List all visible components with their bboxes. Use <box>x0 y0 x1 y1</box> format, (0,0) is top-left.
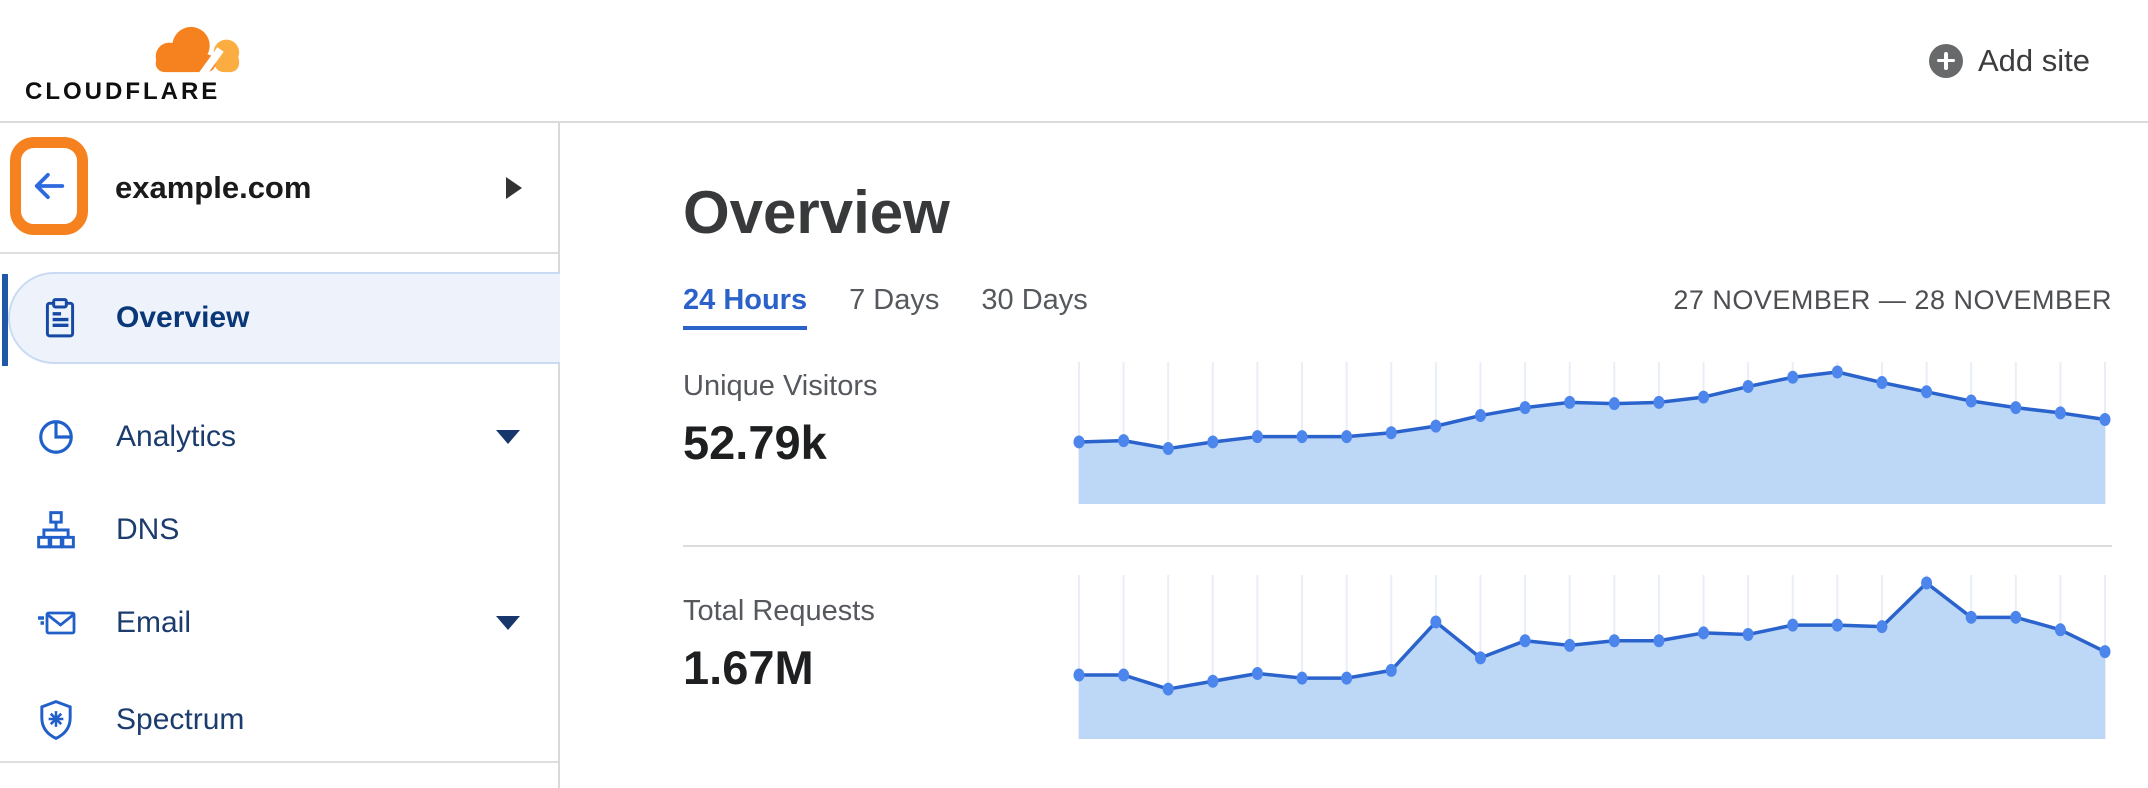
add-site-label: Add site <box>1977 42 2090 78</box>
sidebar: example.com Overview <box>0 123 560 788</box>
clipboard-icon <box>40 298 80 338</box>
metric-label: Unique Visitors <box>683 370 878 402</box>
logo-text: CLOUDFLARE <box>25 77 221 105</box>
triangle-right-icon[interactable] <box>506 176 522 199</box>
unique-visitors-chart[interactable] <box>1072 354 2112 506</box>
sidebar-item-email[interactable]: Email <box>0 576 558 669</box>
main-content: Overview 24 Hours 7 Days 30 Days 27 NOVE… <box>560 123 2148 788</box>
sidebar-item-label: Analytics <box>116 419 237 453</box>
active-indicator <box>2 274 8 366</box>
time-range-tabs: 24 Hours 7 Days 30 Days 27 NOVEMBER — 28… <box>683 284 2112 330</box>
total-requests-chart[interactable] <box>1072 567 2112 742</box>
shield-icon <box>36 700 76 740</box>
metric-value: 52.79k <box>683 416 827 469</box>
sidebar-item-analytics[interactable]: Analytics <box>0 390 558 483</box>
back-button[interactable] <box>27 164 71 208</box>
cloudflare-cloud-icon <box>155 26 240 76</box>
date-range: 27 NOVEMBER — 28 NOVEMBER <box>1673 285 2112 315</box>
zone-name: example.com <box>115 169 312 205</box>
metric-value: 1.67M <box>683 641 814 694</box>
sidebar-nav: Overview Analytics <box>0 272 560 763</box>
hierarchy-icon <box>36 510 76 550</box>
tab-30-days[interactable]: 30 Days <box>981 284 1088 316</box>
sidebar-divider <box>0 761 558 763</box>
plus-icon <box>1928 43 1963 78</box>
cloudflare-logo: CLOUDFLARE <box>25 16 265 106</box>
chevron-down-icon <box>496 429 520 444</box>
sidebar-item-label: Spectrum <box>116 703 245 736</box>
sidebar-item-overview[interactable]: Overview <box>2 272 560 366</box>
envelope-icon <box>36 603 76 643</box>
zone-switcher[interactable]: example.com <box>0 123 558 254</box>
sidebar-item-dns[interactable]: DNS <box>0 483 558 576</box>
add-site-button[interactable]: Add site <box>1928 42 2090 79</box>
tab-24-hours[interactable]: 24 Hours <box>683 284 808 330</box>
page-title: Overview <box>683 179 950 246</box>
arrow-left-icon <box>34 173 65 199</box>
total-requests-row: Total Requests 1.67M <box>683 547 2112 747</box>
row-divider <box>683 545 2112 547</box>
metric-label: Total Requests <box>683 595 875 627</box>
sidebar-item-label: Overview <box>116 301 250 334</box>
sidebar-item-label: DNS <box>116 512 180 546</box>
pie-chart-icon <box>36 417 76 457</box>
sidebar-item-label: Email <box>116 605 192 639</box>
unique-visitors-row: Unique Visitors 52.79k <box>683 354 2112 545</box>
app-header: CLOUDFLARE Add site <box>0 0 2148 123</box>
chevron-down-icon <box>496 615 520 630</box>
tab-7-days[interactable]: 7 Days <box>849 284 940 316</box>
highlight-annotation <box>10 137 88 235</box>
sidebar-item-spectrum[interactable]: Spectrum <box>0 679 558 761</box>
